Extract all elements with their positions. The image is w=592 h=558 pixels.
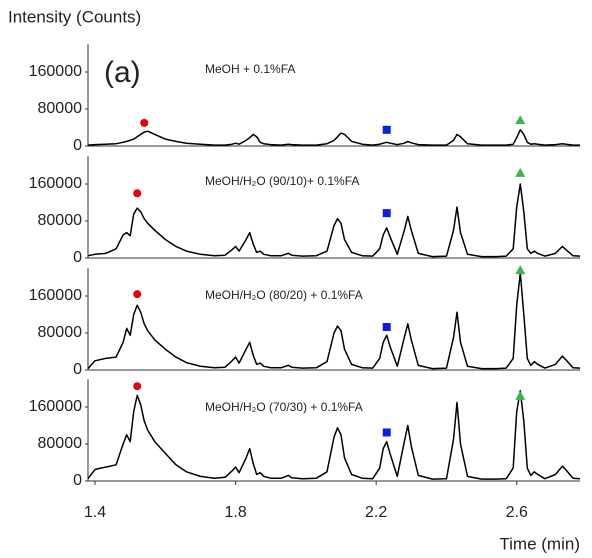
- marker-triangle: [515, 115, 526, 125]
- marker-circle: [133, 290, 142, 299]
- y-tick-label: 160000: [29, 287, 82, 304]
- x-tick-label: 2.6: [506, 504, 528, 521]
- marker-circle: [133, 189, 142, 198]
- y-axis-label: Intensity (Counts): [8, 7, 141, 26]
- y-tick-label: 0: [73, 361, 82, 378]
- marker-square: [382, 322, 391, 331]
- y-tick-label: 0: [73, 249, 82, 266]
- y-tick-label: 160000: [29, 398, 82, 415]
- marker-circle: [133, 382, 142, 391]
- marker-triangle: [515, 390, 526, 400]
- y-tick-label: 160000: [29, 175, 82, 192]
- chromatogram-line: [87, 272, 581, 370]
- y-tick-label: 80000: [38, 324, 83, 341]
- y-tick-label: 80000: [38, 100, 83, 117]
- y-tick-label: 80000: [38, 435, 83, 452]
- y-tick-label: 160000: [29, 63, 82, 80]
- x-tick-label: 2.2: [365, 504, 387, 521]
- chromatogram-line: [87, 390, 581, 480]
- marker-square: [382, 125, 391, 134]
- marker-triangle: [515, 265, 526, 275]
- panel-title: MeOH/H₂O (90/10)+ 0.1%FA: [205, 174, 359, 188]
- marker-triangle: [515, 167, 526, 177]
- y-tick-label: 0: [73, 137, 82, 154]
- marker-square: [382, 428, 391, 437]
- marker-circle: [140, 118, 149, 127]
- y-tick-label: 80000: [38, 212, 83, 229]
- chromatogram-line: [87, 183, 581, 258]
- panel-title: MeOH/H₂O (70/30) + 0.1%FA: [205, 400, 363, 414]
- panel-title: MeOH/H₂O (80/20) + 0.1%FA: [205, 288, 363, 302]
- y-tick-label: 0: [73, 472, 82, 489]
- x-tick-label: 1.4: [84, 504, 106, 521]
- chromatogram-line: [87, 129, 580, 146]
- panel-label: (a): [104, 56, 141, 89]
- panel-title: MeOH + 0.1%FA: [205, 62, 295, 76]
- x-tick-label: 1.8: [224, 504, 246, 521]
- marker-square: [382, 209, 391, 218]
- x-axis-label: Time (min): [499, 534, 580, 553]
